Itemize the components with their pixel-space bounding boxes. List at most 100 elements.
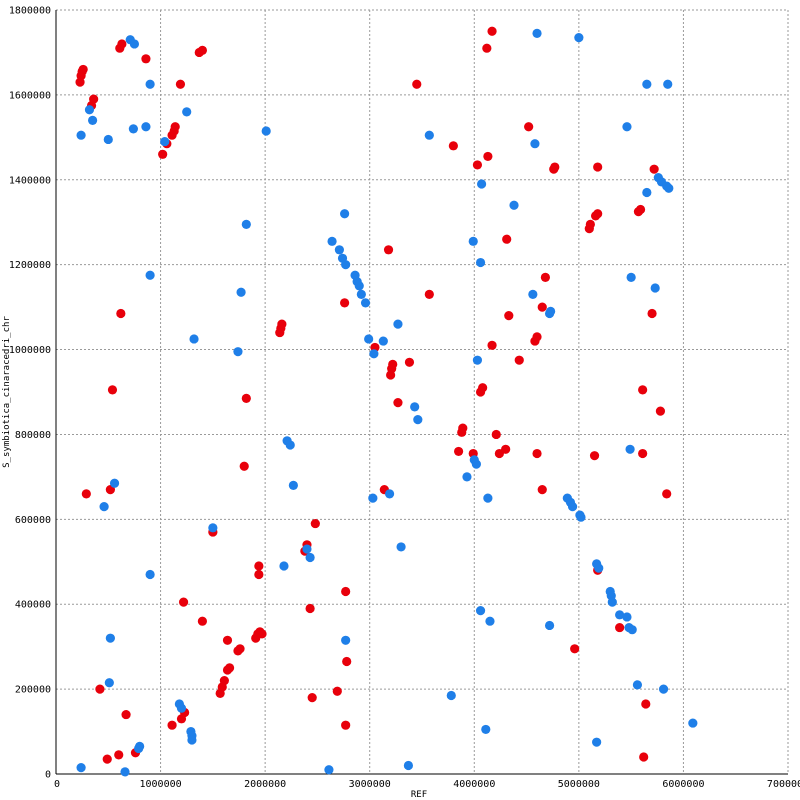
data-point [446,690,456,701]
data-point [222,635,233,645]
x-tick-label: 4000000 [453,779,495,790]
data-points [75,26,698,777]
data-point [332,686,342,696]
data-point [647,308,657,319]
data-point [384,489,395,499]
data-point [638,385,648,395]
data-point [412,79,422,89]
data-point [105,633,115,643]
data-point [224,663,235,673]
data-point [76,763,86,773]
y-tick-label: 1600000 [9,90,51,101]
data-point [341,635,351,645]
x-tick-labels: 0 1000000 2000000 3000000 4000000 5000000 6000… [54,779,800,790]
data-point [615,622,625,633]
data-point [650,283,660,293]
data-point [607,597,617,607]
data-point [302,544,312,554]
data-point [197,616,207,626]
data-point [189,334,199,344]
data-point [632,680,643,690]
data-point [482,43,492,53]
data-point [642,187,652,198]
data-point [589,451,600,461]
data-point [378,336,388,346]
data-point [627,625,637,635]
data-point [383,245,394,255]
data-point [544,620,555,631]
data-point [641,699,651,709]
data-point [532,28,542,38]
data-point [257,629,267,639]
data-point [114,750,124,760]
y-tick-labels: 0 200000 400000 600000 800000 1000000 1200000 1… [9,6,51,781]
y-tick-label: 1200000 [9,260,51,271]
data-point [261,126,271,136]
data-point [369,349,379,359]
data-point [241,219,251,229]
data-point [356,289,366,299]
data-point [128,124,138,134]
data-point [175,79,186,89]
data-point [176,703,187,713]
data-point [635,204,646,215]
data-point [688,718,698,728]
data-point [305,552,315,563]
data-point [585,219,595,229]
data-point [310,518,320,529]
data-point [593,162,603,172]
data-point [570,644,580,654]
series-1-points [76,28,698,777]
data-point [307,693,317,703]
data-point [208,523,218,533]
data-point [625,444,635,454]
data-point [254,569,264,580]
data-point [567,502,578,512]
y-axis-label: S_symbiotica_cinaracedri_chr [2,316,12,468]
data-point [410,402,420,412]
data-point [576,512,586,522]
data-point [145,270,155,280]
data-point [334,245,344,255]
data-point [89,94,99,104]
axes [55,10,788,775]
data-point [532,332,542,342]
data-point [88,115,98,125]
data-point [78,64,88,75]
data-point [197,45,207,55]
data-point [475,257,486,268]
data-point [424,289,434,299]
data-point [462,472,472,482]
data-point [182,107,192,117]
data-point [550,162,560,172]
data-point [638,448,648,459]
y-tick-label: 600000 [15,515,51,526]
data-point [327,236,337,246]
data-point [109,478,120,488]
data-point [475,605,486,616]
data-point [236,287,246,297]
y-tick-label: 0 [45,770,51,781]
data-point [478,383,488,393]
data-point [501,444,511,454]
data-point [403,760,414,771]
data-point [388,359,398,370]
data-point [340,298,350,308]
data-point [472,160,483,170]
data-point [396,542,406,552]
data-point [658,684,669,694]
data-point [341,586,351,597]
data-point [167,720,177,730]
data-point [76,130,86,140]
data-point [116,308,126,319]
data-point [103,134,113,145]
data-point [121,709,131,720]
x-axis-label: REF [411,790,427,800]
data-point [546,306,556,316]
data-point [593,209,603,219]
data-point [532,448,542,459]
data-point [514,355,524,365]
data-point [84,105,95,115]
data-point [615,610,625,620]
data-point [592,737,602,747]
